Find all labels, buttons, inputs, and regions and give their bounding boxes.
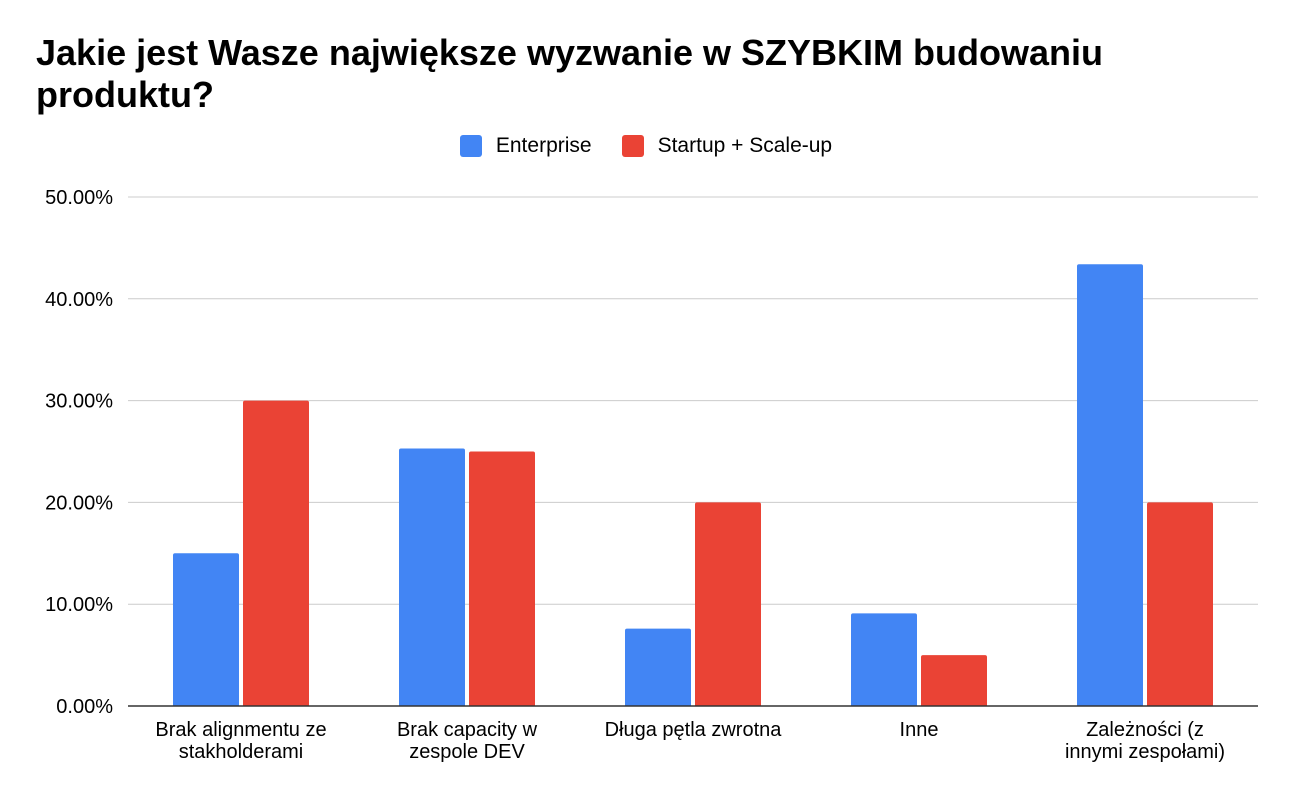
y-tick-label: 0.00% bbox=[56, 696, 113, 718]
bar-startup bbox=[695, 502, 761, 706]
x-tick-label: Brak alignmentu ze bbox=[155, 719, 326, 741]
legend-swatch-enterprise bbox=[459, 135, 482, 157]
legend-swatch-startup bbox=[621, 135, 644, 157]
y-tick-label: 30.00% bbox=[45, 391, 113, 413]
chart-title: Jakie jest Wasze największe wyzwanie w S… bbox=[36, 32, 1103, 115]
bar-enterprise bbox=[399, 448, 465, 706]
legend-label-startup: Startup + Scale-up bbox=[657, 134, 833, 157]
x-tick-label: stakholderami bbox=[179, 741, 304, 763]
y-tick-label: 50.00% bbox=[45, 187, 113, 209]
x-tick-label: Inne bbox=[900, 719, 939, 741]
x-tick-label: Zależności (z bbox=[1086, 719, 1204, 741]
bar-startup bbox=[243, 400, 309, 706]
x-tick-label: Brak capacity w bbox=[397, 719, 538, 741]
x-tick-label: zespole DEV bbox=[409, 741, 525, 763]
legend: Enterprise Startup + Scale-up bbox=[0, 134, 1292, 158]
y-tick-label: 40.00% bbox=[45, 289, 113, 311]
y-tick-label: 10.00% bbox=[45, 594, 113, 616]
bar-startup bbox=[469, 451, 535, 706]
legend-item-startup: Startup + Scale-up bbox=[621, 134, 833, 158]
bar-enterprise bbox=[1077, 264, 1143, 706]
legend-label-enterprise: Enterprise bbox=[495, 134, 592, 157]
y-tick-label: 20.00% bbox=[45, 492, 113, 514]
bar-startup bbox=[1147, 502, 1213, 706]
legend-item-enterprise: Enterprise bbox=[459, 134, 592, 158]
bar-startup bbox=[921, 655, 987, 706]
x-tick-label: Długa pętla zwrotna bbox=[605, 719, 783, 741]
bar-enterprise bbox=[173, 553, 239, 706]
bar-enterprise bbox=[625, 628, 691, 706]
x-tick-label: innymi zespołami) bbox=[1065, 741, 1225, 763]
bar-enterprise bbox=[851, 613, 917, 706]
